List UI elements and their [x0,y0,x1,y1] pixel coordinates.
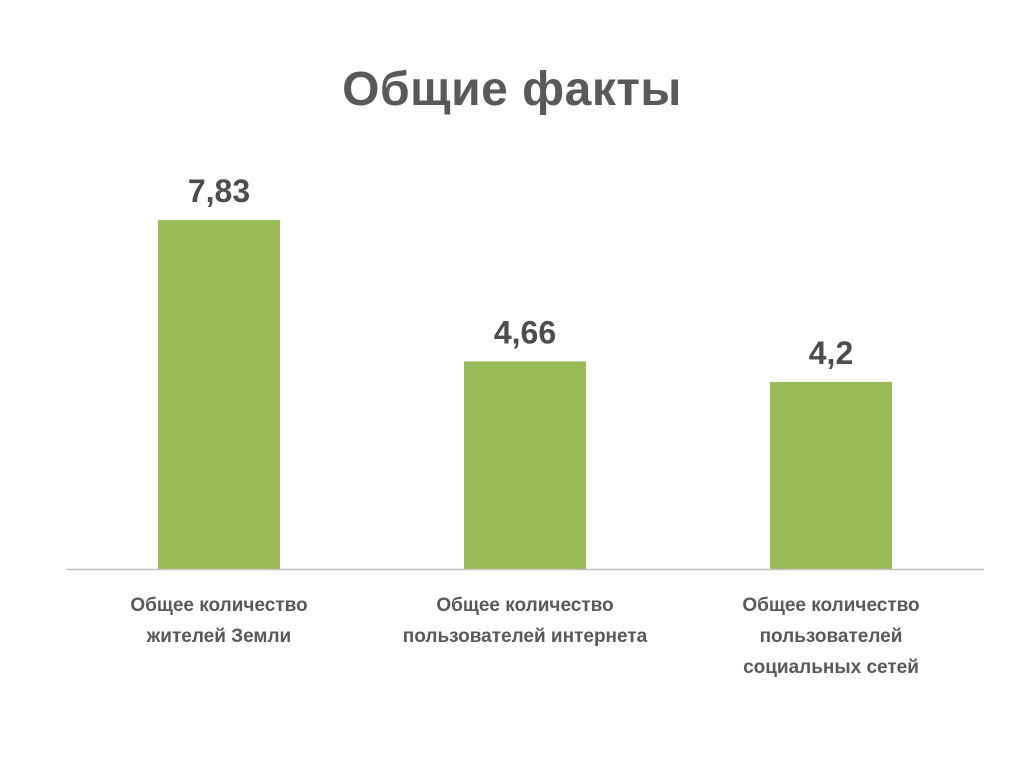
data-label: 7,83 [188,173,250,209]
category-label-line: Общее количество [742,595,919,616]
category-label-line: социальных сетей [743,657,919,678]
bar [464,361,586,569]
bars-layer [158,220,892,569]
data-label: 4,66 [494,314,556,350]
data-label: 4,2 [809,335,853,371]
value-labels-layer: 7,83 4,66 4,2 [188,173,853,371]
category-label-line: Общее количество [436,595,613,616]
bar [770,381,892,569]
category-label: Общее количество пользователей социальных … [742,595,919,678]
category-label-line: пользователей [760,626,903,647]
category-label: Общее количество жителей Земли [130,595,307,647]
category-label-line: жителей Земли [146,626,291,647]
category-label-line: Общее количество [130,595,307,616]
category-label-line: пользователей интернета [403,626,648,647]
page-title: Общие факты [342,63,682,116]
bar [158,220,280,569]
category-label: Общее количество пользователей интернета [403,595,648,647]
